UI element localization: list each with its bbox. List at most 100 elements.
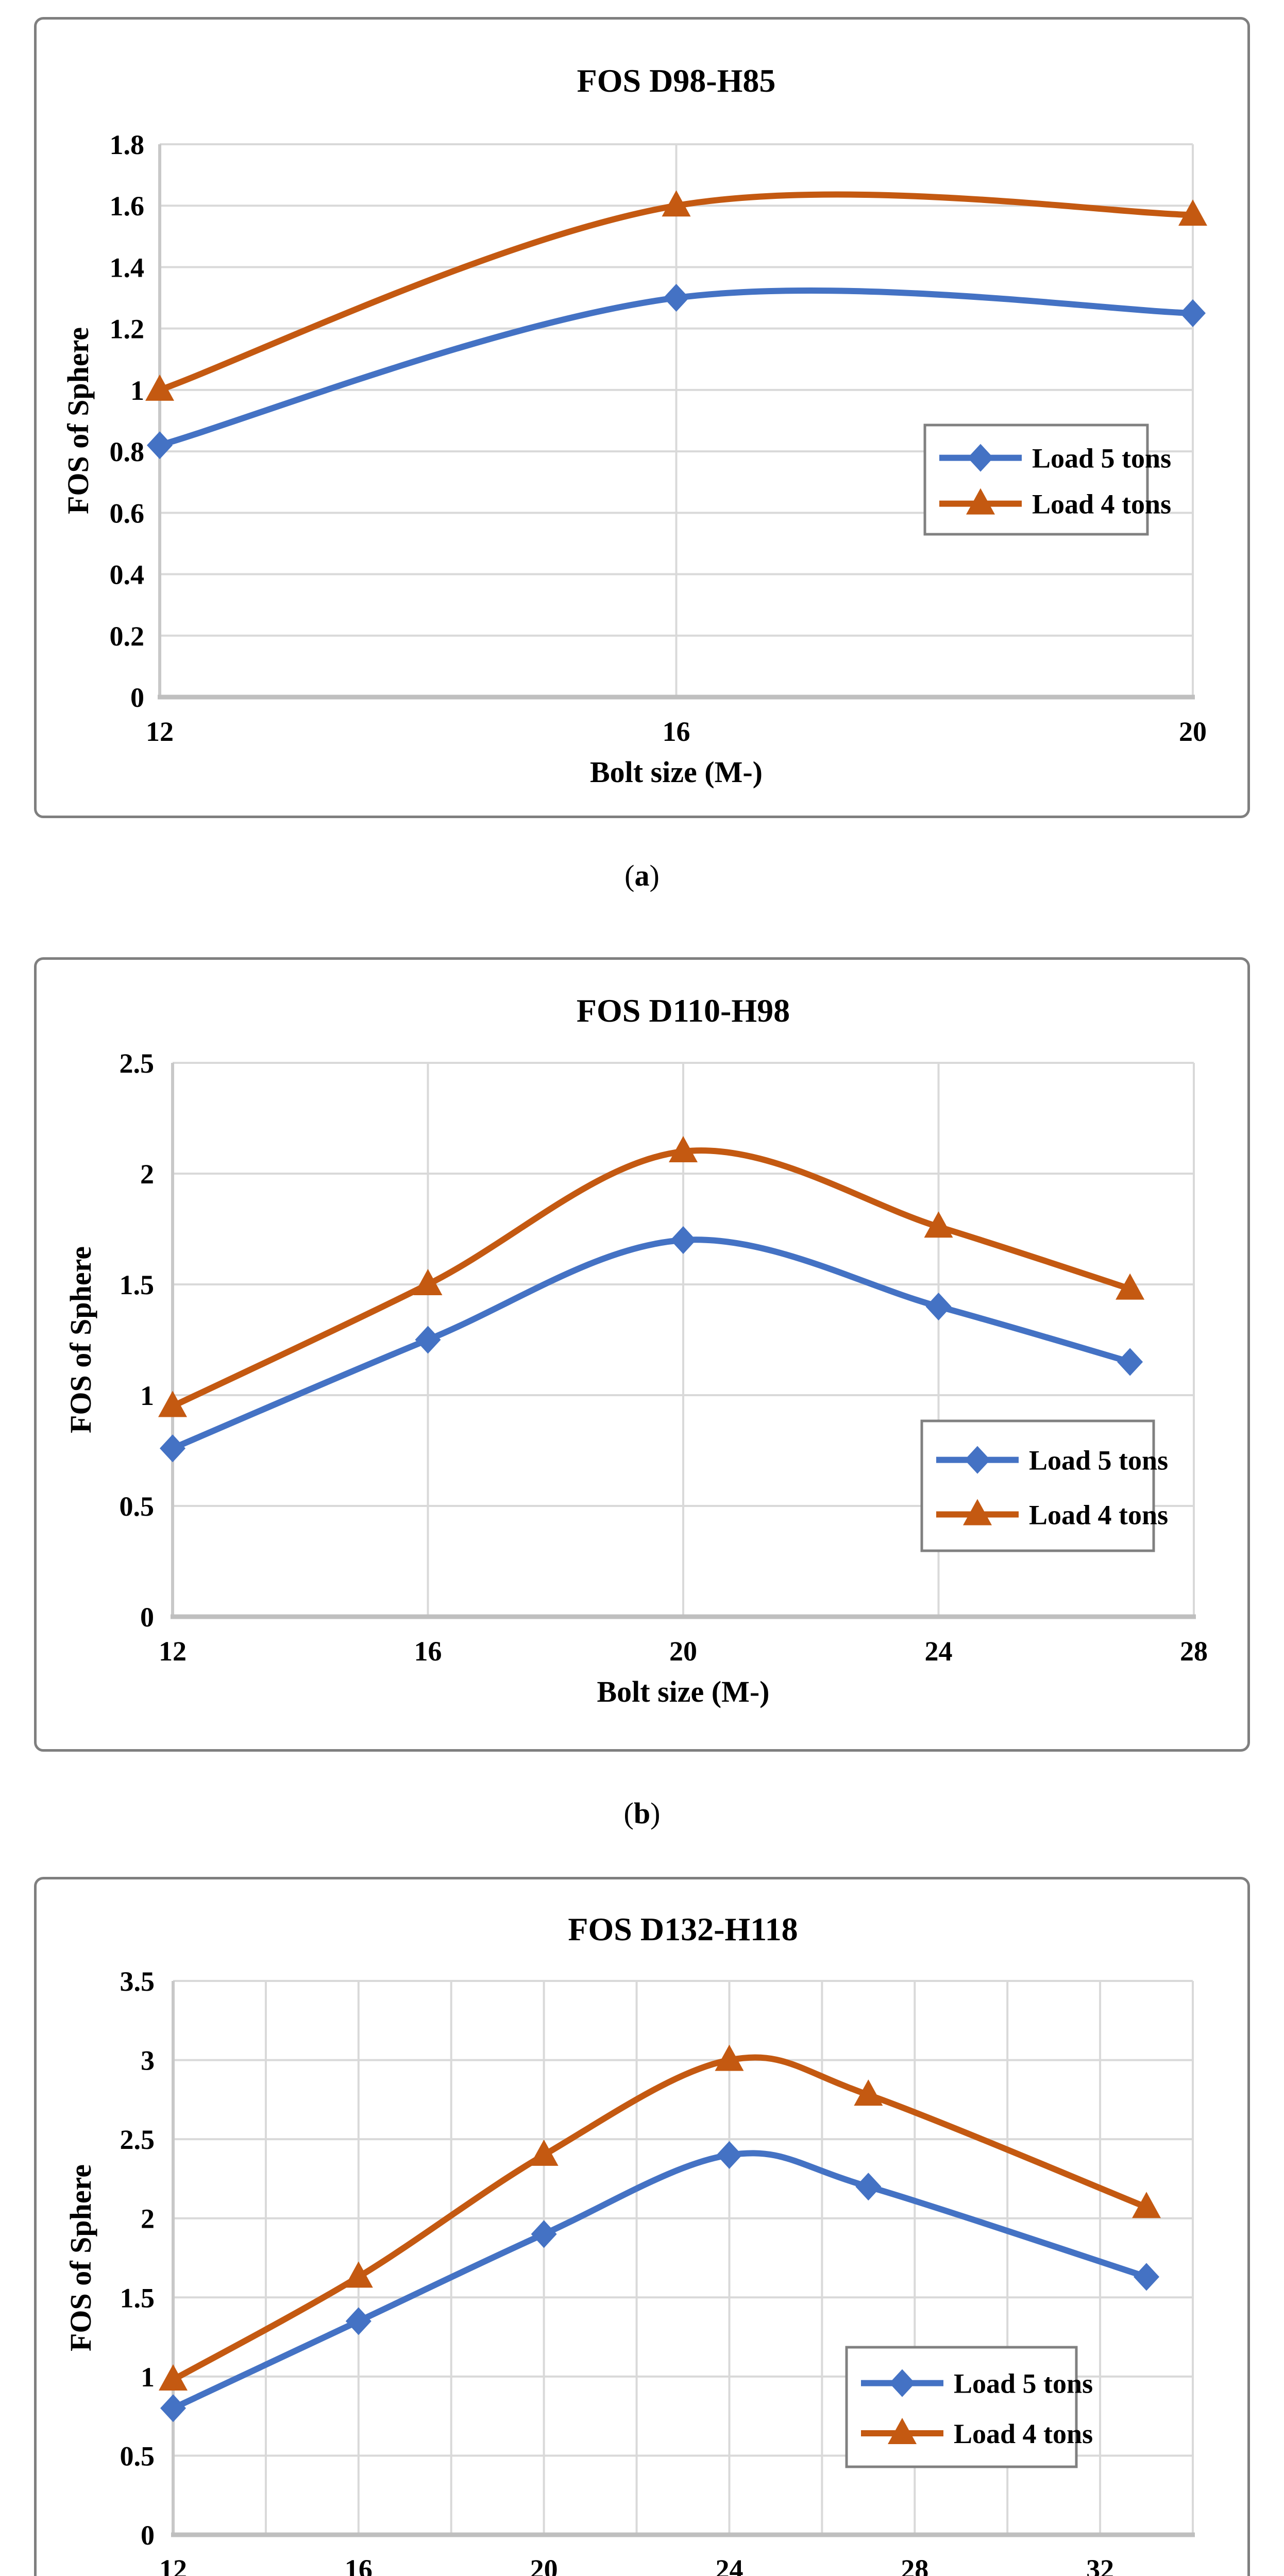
caption-close-paren: )	[650, 1797, 661, 1830]
diamond-marker	[1180, 299, 1206, 327]
y-tick-label: 2.5	[120, 2124, 155, 2155]
y-tick-label: 0.4	[110, 560, 145, 590]
diamond-marker	[855, 2173, 882, 2201]
x-tick-label: 12	[159, 2554, 187, 2576]
y-tick-label: 0.8	[110, 436, 145, 467]
y-tick-label: 1	[130, 375, 144, 406]
triangle-marker	[1178, 199, 1207, 226]
y-tick-label: 1	[140, 1380, 154, 1411]
legend-label: Load 5 tons	[1029, 1445, 1168, 1476]
y-tick-label: 1.6	[110, 191, 145, 222]
chart-panel-b: 0 0.5 1 1.5 2 2.5 12 16 20 24 28 FOS D110-H98 Bolt s…	[34, 957, 1250, 1752]
legend-label: Load 4 tons	[1029, 1499, 1168, 1530]
triangle-marker	[963, 1499, 992, 1526]
triangle-marker	[924, 1211, 953, 1238]
x-tick-label: 20	[1179, 716, 1207, 747]
y-tick-label: 2	[141, 2204, 155, 2234]
legend-label: Load 4 tons	[1032, 489, 1171, 520]
legend-label: Load 5 tons	[954, 2368, 1093, 2399]
legend-box	[923, 423, 1149, 536]
diamond-marker	[345, 2307, 371, 2335]
y-tick-label: 0.5	[120, 2441, 155, 2471]
y-tick-label: 0.5	[120, 1491, 155, 1522]
legend-label: Load 4 tons	[954, 2418, 1093, 2449]
y-tick-label: 1.4	[110, 252, 145, 283]
series-line-triangle	[170, 1147, 1134, 1410]
y-tick-label: 2	[140, 1159, 154, 1190]
diamond-marker	[160, 2394, 186, 2422]
diamond-marker	[415, 1326, 441, 1354]
y-tick-label: 0.2	[110, 621, 145, 652]
y-axis-title: FOS of Sphere	[64, 1246, 97, 1433]
legend-label: Load 5 tons	[1032, 443, 1171, 474]
caption-open-paren: (	[623, 1797, 634, 1830]
diamond-marker	[160, 1434, 185, 1463]
x-tick-label: 16	[345, 2554, 373, 2576]
series-line-diamond	[170, 1236, 1134, 1452]
triangle-marker	[966, 488, 995, 515]
x-tick-label: 12	[159, 1636, 187, 1667]
caption-b: (b)	[0, 1790, 1284, 1837]
y-tick-label: 3.5	[120, 1966, 155, 1997]
y-tick-label: 3	[141, 2045, 155, 2076]
diamond-marker	[670, 1226, 696, 1254]
y-tick-label: 0.6	[110, 498, 145, 529]
y-tick-label: 0	[130, 682, 144, 713]
line-chart-fos-d110-h98: 0 0.5 1 1.5 2 2.5 12 16 20 24 28 FOS D110-H98 Bolt s…	[64, 992, 1208, 1708]
legend-box	[920, 1419, 1155, 1552]
caption-close-paren: )	[649, 859, 660, 892]
diamond-marker	[925, 1293, 952, 1320]
x-tick-label: 20	[669, 1636, 697, 1667]
x-tick-label: 32	[1086, 2554, 1114, 2576]
y-tick-label: 1	[141, 2362, 155, 2393]
chart-panel-c: 0 0.5 1 1.5 2 2.5 3 3.5 12 16 20 24 28 32 FOS D132-H11…	[34, 1877, 1250, 2576]
y-tick-label: 2.5	[120, 1048, 155, 1079]
diamond-marker	[889, 2369, 915, 2397]
line-chart-fos-d98-h85: 0 0.2 0.4 0.6 0.8 1 1.2 1.4 1.6 1.8 12 16 20 FOS D98-…	[61, 62, 1207, 789]
triangle-marker	[529, 2139, 559, 2166]
line-chart-fos-d132-h118: 0 0.5 1 1.5 2 2.5 3 3.5 12 16 20 24 28 32 FOS D132-H11…	[64, 1911, 1195, 2576]
caption-open-paren: (	[624, 859, 635, 892]
chart-title: FOS D98-H85	[577, 62, 776, 99]
y-tick-label: 1.5	[120, 2282, 155, 2313]
triangle-marker	[159, 2364, 188, 2391]
x-axis-title: Bolt size (M-)	[590, 755, 763, 789]
triangle-marker	[1132, 2192, 1161, 2218]
triangle-marker	[854, 2079, 883, 2106]
diamond-marker	[663, 284, 689, 312]
diamond-marker	[1134, 2263, 1160, 2291]
diamond-marker	[531, 2220, 557, 2248]
x-tick-label: 20	[530, 2554, 558, 2576]
chart-panel-a: 0 0.2 0.4 0.6 0.8 1 1.2 1.4 1.6 1.8 12 16 20 FOS D98-…	[34, 17, 1250, 818]
chart-title: FOS D132-H118	[568, 1911, 798, 1947]
y-tick-label: 0	[141, 2520, 155, 2551]
series-line-triangle	[170, 2054, 1150, 2383]
x-tick-label: 28	[901, 2554, 928, 2576]
triangle-marker	[145, 374, 174, 401]
x-tick-label: 16	[663, 716, 690, 747]
caption-letter: a	[634, 859, 650, 892]
triangle-marker	[1116, 1273, 1145, 1300]
diamond-marker	[968, 444, 993, 472]
triangle-marker	[158, 1391, 187, 1417]
chart-title: FOS D110-H98	[577, 992, 790, 1029]
series-line-diamond	[170, 2150, 1150, 2412]
diamond-marker	[716, 2141, 742, 2169]
y-tick-label: 1.5	[120, 1269, 155, 1300]
y-axis-title: FOS of Sphere	[61, 327, 95, 514]
triangle-marker	[669, 1136, 698, 1162]
triangle-marker	[344, 2261, 373, 2288]
x-tick-label: 24	[925, 1636, 953, 1667]
diamond-marker	[1117, 1348, 1143, 1376]
diamond-marker	[965, 1446, 990, 1474]
x-tick-label: 28	[1180, 1636, 1208, 1667]
caption-letter: b	[633, 1797, 651, 1830]
x-tick-label: 24	[715, 2554, 743, 2576]
triangle-marker	[715, 2044, 744, 2071]
y-tick-label: 0	[140, 1602, 154, 1633]
legend-box	[845, 2346, 1078, 2468]
triangle-marker	[662, 190, 691, 217]
x-axis-title: Bolt size (M-)	[597, 1675, 770, 1708]
x-tick-label: 16	[414, 1636, 442, 1667]
